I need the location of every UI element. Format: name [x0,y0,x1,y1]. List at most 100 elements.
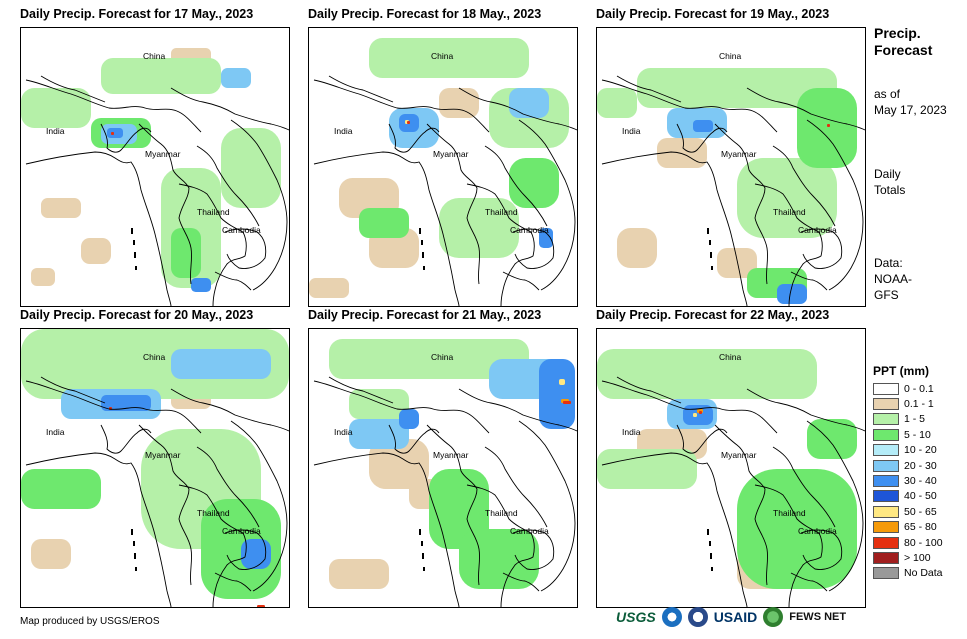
precip-area [107,128,123,138]
precip-area [171,228,201,278]
label-china: China [719,352,741,362]
legend-swatch [873,382,899,395]
label-thailand: Thailand [485,508,518,518]
legend-swatch [873,459,899,472]
andaman-islands [709,240,711,245]
precip-area [31,539,71,569]
map-credit: Map produced by USGS/EROS [20,616,160,627]
label-india: India [46,126,65,136]
andaman-islands [711,567,713,571]
country-border-india-china [25,79,202,133]
precip-area [459,529,539,589]
precip-area [171,349,271,379]
coastline-bay-of-bengal [25,151,172,306]
country-border-thailand [754,484,823,607]
country-border-laos [772,446,836,528]
label-china: China [143,352,165,362]
precip-area [31,268,55,286]
country-border-bangladesh [676,424,728,454]
precip-map: China India Myanmar Thailand Cambodia [20,27,290,307]
label-myanmar: Myanmar [721,149,757,159]
sidebar-asof: as of May 17, 2023 [874,86,947,118]
precip-area [309,278,349,298]
precip-area [827,124,830,127]
coastline-vietnam [230,119,288,291]
label-cambodia: Cambodia [510,526,549,536]
coastline-gulf-of-thailand [502,271,540,291]
precip-area [797,88,857,168]
label-cambodia: Cambodia [222,225,261,235]
totals-line: Daily [874,167,901,181]
country-border-bangladesh [388,123,440,153]
legend-item: 80 - 100 [873,535,943,550]
legend-swatch [873,505,899,518]
data-line: GFS [874,288,899,302]
panel-title: Daily Precip. Forecast for 21 May., 2023 [308,308,542,322]
label-thailand: Thailand [773,207,806,217]
legend-item: 65 - 80 [873,520,943,535]
precip-area [101,58,221,94]
coastline-bay-of-bengal [601,151,748,306]
panel-title: Daily Precip. Forecast for 20 May., 2023 [20,308,254,322]
country-border-thailand [754,183,823,306]
country-border-china-south [746,388,865,432]
legend-swatch [873,490,899,503]
legend-swatch [873,444,899,457]
coastline-bay-of-bengal [313,452,460,607]
country-border-cambodia [800,228,843,269]
country-border-china-south [170,388,289,432]
country-border-india-china [313,380,490,434]
country-border-nepal [328,376,394,404]
label-china: China [431,352,453,362]
precip-area [21,469,101,509]
precip-area [407,121,410,124]
country-border-myanmar [426,424,481,586]
label-india: India [334,126,353,136]
precip-area [21,329,289,399]
legend-item: 30 - 40 [873,473,943,488]
precip-area [329,559,389,589]
andaman-islands [421,240,423,245]
country-border-laos [196,145,260,227]
coastline-gulf-of-thailand [790,271,828,291]
country-border-china-south [458,388,577,432]
legend-swatch [873,413,899,426]
label-india: India [46,427,65,437]
country-border-china-south [746,87,865,131]
legend-swatch [873,536,899,549]
coastline-bay-of-bengal [601,452,748,607]
precip-area [329,339,529,379]
sidebar-totals: Daily Totals [874,166,905,198]
country-border-myanmar [138,123,193,285]
andaman-islands [707,529,709,535]
legend-swatch [873,521,899,534]
andaman-islands [707,228,709,234]
legend-item: 40 - 50 [873,489,943,504]
nws-seal-icon [687,607,708,627]
country-border-bangladesh [676,123,728,153]
legend-item: 0 - 0.1 [873,381,943,396]
coastline-vietnam [230,420,288,592]
legend-label: 40 - 50 [904,490,937,503]
ppt-legend: PPT (mm) 0 - 0.1 0.1 - 1 1 - 5 5 - 10 10 - 2… [873,364,943,581]
legend-label: 0.1 - 1 [904,398,934,411]
label-myanmar: Myanmar [721,450,757,460]
country-border-cambodia [800,529,843,570]
label-cambodia: Cambodia [222,526,261,536]
precip-area [559,379,565,385]
andaman-islands [709,541,711,546]
legend-label: 0 - 0.1 [904,382,934,395]
andaman-islands [135,567,137,571]
precip-area [21,88,91,128]
label-cambodia: Cambodia [798,526,837,536]
precip-area [717,248,757,278]
precip-area [257,605,265,607]
fews-net-logo: FEWS NET [789,611,847,623]
country-border-laos [196,446,260,528]
andaman-islands [131,228,133,234]
label-thailand: Thailand [197,207,230,217]
precip-area [539,359,575,429]
label-india: India [622,126,641,136]
precip-map: China India Myanmar Thailand Cambodia [20,328,290,608]
precip-map: China India Myanmar Thailand Cambodia [596,328,866,608]
